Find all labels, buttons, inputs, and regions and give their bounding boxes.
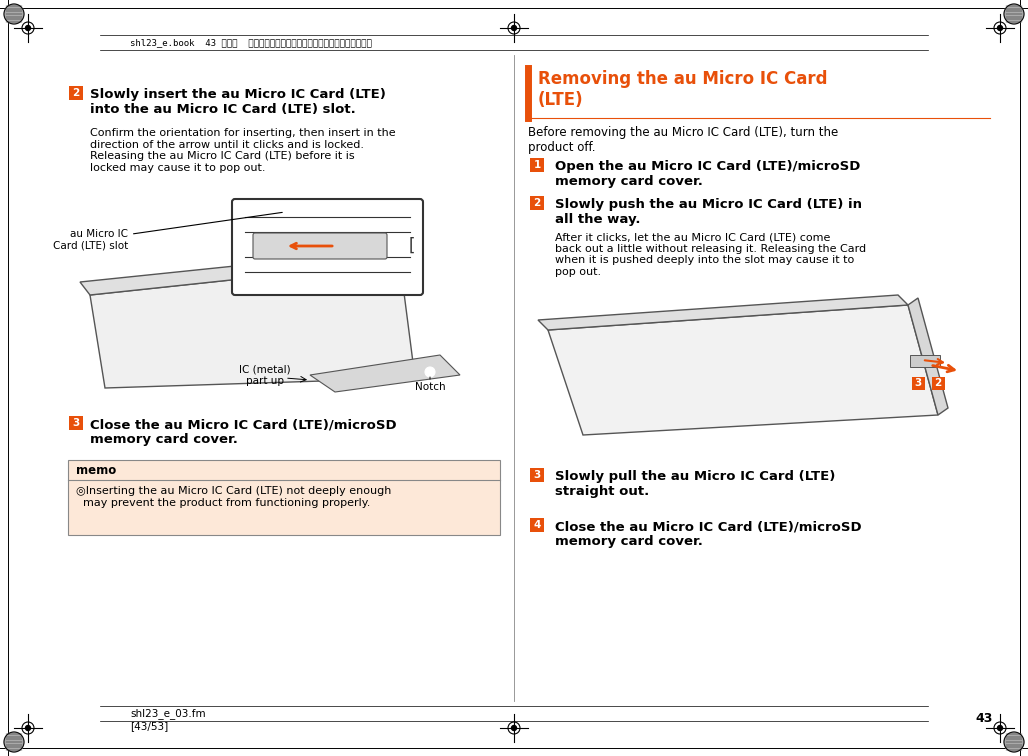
Text: [43/53]: [43/53] xyxy=(130,721,169,731)
FancyBboxPatch shape xyxy=(530,518,544,532)
Polygon shape xyxy=(538,295,908,330)
FancyBboxPatch shape xyxy=(912,376,924,389)
Text: 43: 43 xyxy=(976,711,993,724)
Text: ◎Inserting the au Micro IC Card (LTE) not deeply enough
  may prevent the produc: ◎Inserting the au Micro IC Card (LTE) no… xyxy=(76,486,392,507)
Text: Slowly pull the au Micro IC Card (LTE)
straight out.: Slowly pull the au Micro IC Card (LTE) s… xyxy=(555,470,836,498)
Text: Slowly push the au Micro IC Card (LTE) in
all the way.: Slowly push the au Micro IC Card (LTE) i… xyxy=(555,198,862,226)
Polygon shape xyxy=(80,250,400,295)
Text: au Micro IC
Card (LTE) slot: au Micro IC Card (LTE) slot xyxy=(52,212,283,251)
FancyBboxPatch shape xyxy=(530,196,544,210)
FancyBboxPatch shape xyxy=(253,233,387,259)
Circle shape xyxy=(997,726,1002,730)
FancyBboxPatch shape xyxy=(232,199,423,295)
Circle shape xyxy=(512,26,516,30)
Text: 4: 4 xyxy=(534,520,541,530)
FancyBboxPatch shape xyxy=(530,468,544,482)
Text: 3: 3 xyxy=(72,418,79,428)
Polygon shape xyxy=(90,262,415,388)
Circle shape xyxy=(1004,732,1024,752)
Text: Close the au Micro IC Card (LTE)/microSD
memory card cover.: Close the au Micro IC Card (LTE)/microSD… xyxy=(555,520,861,548)
Text: [: [ xyxy=(409,237,415,255)
FancyBboxPatch shape xyxy=(530,158,544,172)
Text: 1: 1 xyxy=(534,160,541,170)
FancyBboxPatch shape xyxy=(69,416,83,430)
Circle shape xyxy=(425,367,435,377)
Text: Confirm the orientation for inserting, then insert in the
direction of the arrow: Confirm the orientation for inserting, t… xyxy=(90,128,396,173)
Text: shl23_e_03.fm: shl23_e_03.fm xyxy=(130,708,206,720)
FancyBboxPatch shape xyxy=(931,376,945,389)
Circle shape xyxy=(26,726,31,730)
FancyBboxPatch shape xyxy=(68,460,500,535)
Circle shape xyxy=(997,26,1002,30)
Circle shape xyxy=(26,26,31,30)
Text: Notch: Notch xyxy=(414,382,445,392)
FancyBboxPatch shape xyxy=(910,355,940,367)
Polygon shape xyxy=(548,305,938,435)
Text: IC (metal)
part up: IC (metal) part up xyxy=(240,364,291,386)
Text: Slowly insert the au Micro IC Card (LTE)
into the au Micro IC Card (LTE) slot.: Slowly insert the au Micro IC Card (LTE)… xyxy=(90,88,386,116)
Polygon shape xyxy=(908,298,948,415)
Circle shape xyxy=(1004,4,1024,24)
Circle shape xyxy=(4,4,24,24)
Circle shape xyxy=(512,726,516,730)
Text: 2: 2 xyxy=(934,378,942,388)
Polygon shape xyxy=(310,355,460,392)
Text: Open the au Micro IC Card (LTE)/microSD
memory card cover.: Open the au Micro IC Card (LTE)/microSD … xyxy=(555,160,860,188)
Text: memo: memo xyxy=(76,463,116,476)
Text: 3: 3 xyxy=(914,378,922,388)
Text: 2: 2 xyxy=(72,88,79,98)
Text: 3: 3 xyxy=(534,470,541,480)
Text: Before removing the au Micro IC Card (LTE), turn the
product off.: Before removing the au Micro IC Card (LT… xyxy=(528,126,838,154)
Text: Removing the au Micro IC Card
(LTE): Removing the au Micro IC Card (LTE) xyxy=(538,70,828,109)
Text: After it clicks, let the au Micro IC Card (LTE) come
back out a little without r: After it clicks, let the au Micro IC Car… xyxy=(555,232,867,277)
Text: shl23_e.book  43 ページ  ２０１３年１１月１２日　火曜日　午後４時４８分: shl23_e.book 43 ページ ２０１３年１１月１２日 火曜日 午後４時… xyxy=(130,39,372,48)
FancyBboxPatch shape xyxy=(69,86,83,100)
Text: 2: 2 xyxy=(534,198,541,208)
Text: Close the au Micro IC Card (LTE)/microSD
memory card cover.: Close the au Micro IC Card (LTE)/microSD… xyxy=(90,418,397,446)
Circle shape xyxy=(4,732,24,752)
